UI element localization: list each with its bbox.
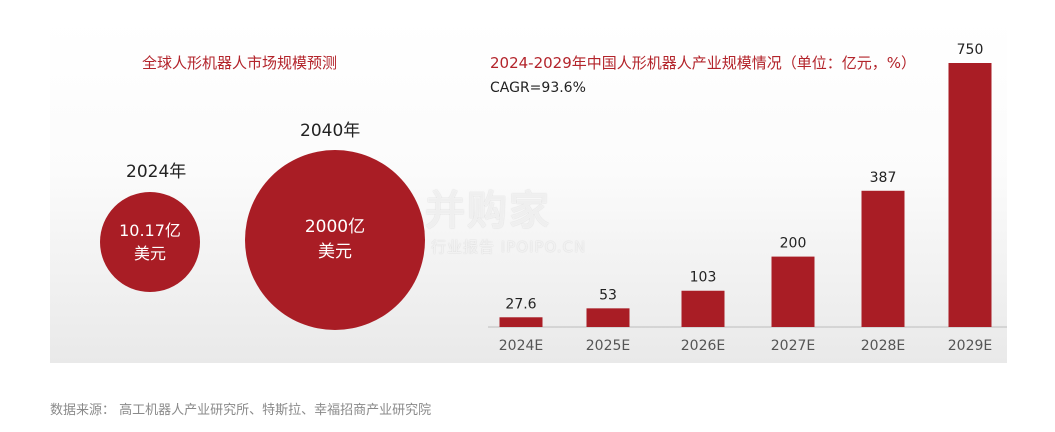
bubble-2040-value: 2000亿 [304, 217, 366, 238]
bar-2026E [681, 290, 725, 327]
cagr-annotation: CAGR=93.6% [490, 80, 586, 96]
bubble-2024: 10.17亿 美元 [100, 192, 200, 292]
data-label-2029E: 750 [957, 42, 984, 58]
bubble-2040: 2000亿 美元 [245, 150, 425, 330]
bubble-2040-year: 2040年 [300, 121, 361, 141]
bar-2029E [948, 63, 992, 327]
bubble-2024-value: 10.17亿 [119, 220, 181, 240]
x-tick-label-2026E: 2026E [681, 338, 725, 354]
bar-2024E [499, 317, 543, 327]
bar-2028E [861, 190, 905, 327]
data-label-2026E: 103 [690, 270, 717, 286]
bar-2027E [771, 256, 815, 327]
x-tick-label-2024E: 2024E [499, 338, 543, 354]
chart-panel [50, 18, 1007, 363]
data-label-2027E: 200 [780, 236, 807, 252]
x-tick-label-2029E: 2029E [948, 338, 992, 354]
china-chart-title: 2024-2029年中国人形机器人产业规模情况（单位：亿元，%） [490, 54, 917, 72]
x-tick-label-2025E: 2025E [586, 338, 630, 354]
data-label-2028E: 387 [870, 170, 897, 186]
bubble-2040-unit: 美元 [318, 242, 352, 262]
bubble-2024-year: 2024年 [126, 162, 187, 182]
x-tick-label-2028E: 2028E [861, 338, 905, 354]
data-label-2024E: 27.6 [505, 296, 536, 312]
bubble-2024-unit: 美元 [133, 244, 166, 263]
global-market-title: 全球人形机器人市场规模预测 [142, 54, 338, 72]
data-label-2025E: 53 [599, 287, 617, 303]
source-note: 数据来源： 高工机器人产业研究所、特斯拉、幸福招商产业研究院 [50, 403, 432, 418]
x-tick-label-2027E: 2027E [771, 338, 815, 354]
bar-2025E [586, 308, 630, 327]
